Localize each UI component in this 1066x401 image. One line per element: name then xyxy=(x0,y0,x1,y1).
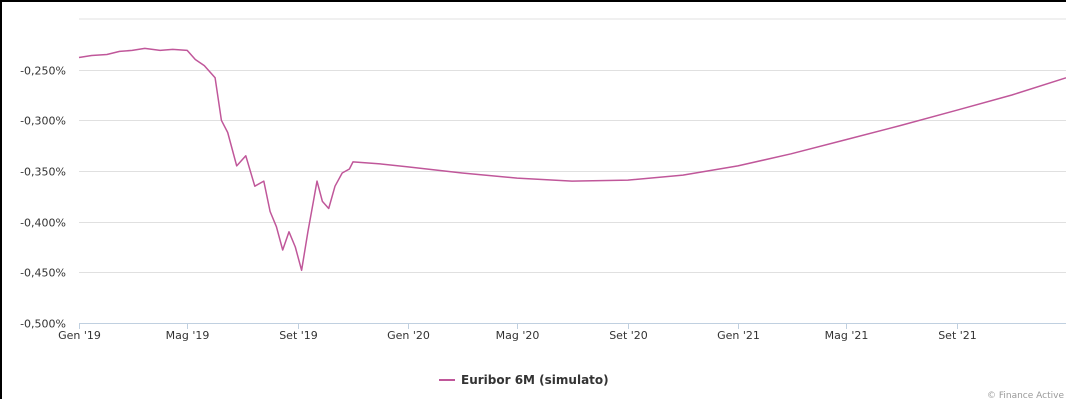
x-tick-label: Set '19 xyxy=(279,329,318,342)
x-tick-label: Gen '21 xyxy=(717,329,760,342)
y-tick-label: -0,300% xyxy=(20,115,66,128)
x-tick-label: Gen '19 xyxy=(58,329,101,342)
x-axis: Gen '19 Mag '19 Set '19 Gen '20 Mag '20 Set '… xyxy=(58,323,977,342)
x-tick-label: Mag '20 xyxy=(496,329,540,342)
x-tick-label: Mag '21 xyxy=(825,329,869,342)
legend-label: Euribor 6M (simulato) xyxy=(461,373,609,387)
y-tick-label: -0,250% xyxy=(20,65,66,78)
y-tick-label: -0,400% xyxy=(20,217,66,230)
y-tick-label: -0,350% xyxy=(20,166,66,179)
series-line xyxy=(78,47,1066,272)
x-tick-label: Gen '20 xyxy=(387,329,430,342)
legend[interactable]: Euribor 6M (simulato) xyxy=(439,373,609,387)
y-tick-label: -0,500% xyxy=(20,318,66,331)
y-tick-label: -0,450% xyxy=(20,267,66,280)
grid-lines xyxy=(79,18,1066,324)
x-tick-label: Set '21 xyxy=(938,329,977,342)
y-axis: -0,250% -0,300% -0,350% -0,400% -0,450% -0,50… xyxy=(20,65,66,331)
plot-area xyxy=(78,47,1066,272)
x-tick-label: Mag '19 xyxy=(166,329,210,342)
credit-label[interactable]: © Finance Active xyxy=(987,391,1064,401)
x-tick-label: Set '20 xyxy=(609,329,648,342)
